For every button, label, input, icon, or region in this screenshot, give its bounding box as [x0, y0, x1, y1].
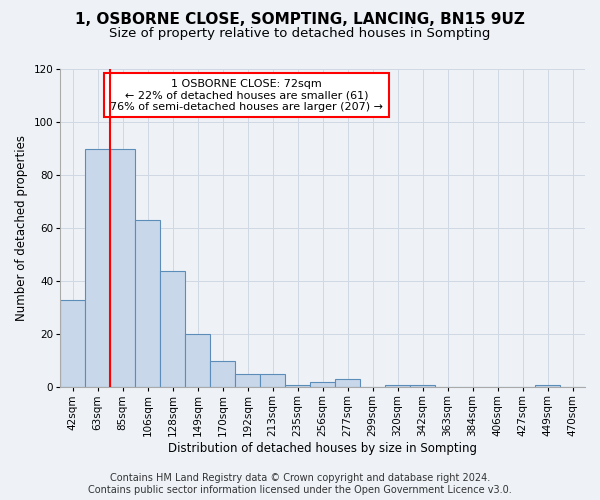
- Bar: [285, 384, 310, 388]
- Bar: [410, 384, 435, 388]
- Bar: [85, 148, 110, 388]
- Bar: [60, 300, 85, 388]
- Text: 1 OSBORNE CLOSE: 72sqm
← 22% of detached houses are smaller (61)
76% of semi-det: 1 OSBORNE CLOSE: 72sqm ← 22% of detached…: [110, 78, 383, 112]
- Bar: [535, 384, 560, 388]
- Bar: [110, 148, 135, 388]
- Bar: [260, 374, 285, 388]
- Bar: [385, 384, 410, 388]
- Y-axis label: Number of detached properties: Number of detached properties: [15, 135, 28, 321]
- Bar: [210, 361, 235, 388]
- Bar: [310, 382, 335, 388]
- Bar: [185, 334, 210, 388]
- Text: Size of property relative to detached houses in Sompting: Size of property relative to detached ho…: [109, 28, 491, 40]
- Bar: [335, 380, 360, 388]
- Text: 1, OSBORNE CLOSE, SOMPTING, LANCING, BN15 9UZ: 1, OSBORNE CLOSE, SOMPTING, LANCING, BN1…: [75, 12, 525, 28]
- Bar: [235, 374, 260, 388]
- Bar: [135, 220, 160, 388]
- Text: Contains HM Land Registry data © Crown copyright and database right 2024.
Contai: Contains HM Land Registry data © Crown c…: [88, 474, 512, 495]
- Bar: [160, 270, 185, 388]
- X-axis label: Distribution of detached houses by size in Sompting: Distribution of detached houses by size …: [168, 442, 477, 455]
